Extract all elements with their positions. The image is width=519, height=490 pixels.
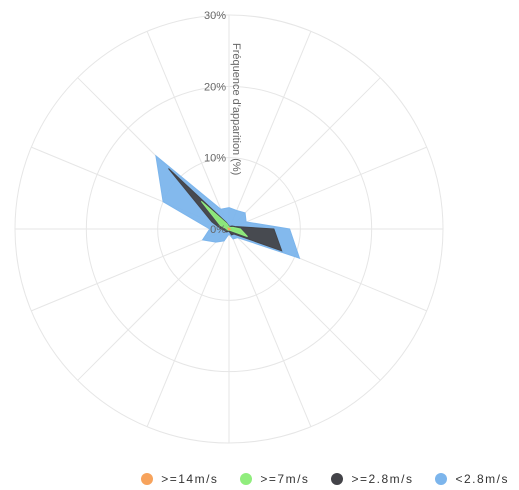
legend-label: >=7m/s: [260, 472, 310, 486]
grid-spoke: [228, 228, 312, 427]
legend: >=14m/s >=7m/s >=2.8m/s <2.8m/s: [0, 472, 519, 486]
legend-label: >=14m/s: [161, 472, 219, 486]
series-area-2-8m-s[interactable]: [168, 168, 283, 252]
grid-spoke: [146, 228, 230, 427]
y-tick-label: 0%: [210, 224, 226, 236]
legend-label: <2.8m/s: [455, 472, 509, 486]
legend-item-7m-s[interactable]: >=7m/s: [240, 472, 309, 486]
legend-item-2-8m-s[interactable]: >=2.8m/s: [331, 472, 413, 486]
legend-marker: [240, 473, 253, 485]
y-tick-label: 30%: [204, 10, 226, 22]
y-tick-label: 20%: [204, 81, 226, 93]
grid-spoke: [146, 31, 230, 230]
grid-spoke: [31, 228, 230, 312]
legend-marker: [331, 473, 344, 485]
legend-item-14m-s[interactable]: >=14m/s: [141, 472, 218, 486]
legend-marker: [435, 473, 448, 485]
y-axis-title: Fréquence d'apparition (%): [230, 43, 242, 175]
polar-grid: [14, 14, 444, 444]
grid-spoke: [228, 146, 427, 230]
y-axis-labels: 0% 10% 20% 30% Fréquence d'apparition (%): [204, 10, 242, 236]
legend-marker: [141, 473, 154, 485]
series-area-14m-s[interactable]: [227, 227, 231, 231]
legend-label: >=2.8m/s: [351, 472, 414, 486]
y-tick-label: 10%: [204, 153, 226, 165]
grid-spoke: [77, 228, 230, 381]
grid-spoke: [228, 77, 381, 230]
grid-spoke: [228, 31, 312, 230]
series-layer: [155, 154, 301, 259]
grid-spoke: [228, 228, 381, 381]
legend-item-2-8m-s[interactable]: <2.8m/s: [435, 472, 509, 486]
